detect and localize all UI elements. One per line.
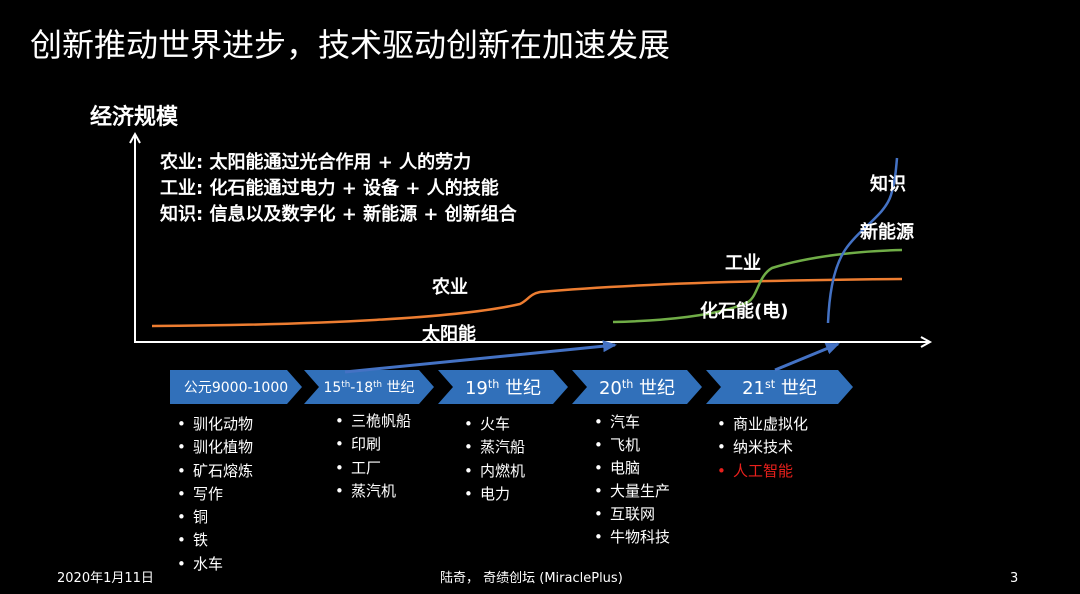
innovation-item: 蒸汽船 xyxy=(462,436,525,460)
era-label-part: 20 xyxy=(598,378,622,399)
solar-energy-label: 太阳能 xyxy=(422,324,476,345)
slide-title: 创新推动世界进步，技术驱动创新在加速发展 xyxy=(30,26,671,64)
agriculture-curve xyxy=(151,277,903,328)
agriculture-curve-label: 农业 xyxy=(432,277,468,298)
era-4-innovations-list: 汽车 飞机 电脑 大量生产 互联网 牛物科技 xyxy=(592,411,670,549)
era-label: 公元9000-1000 xyxy=(184,377,288,397)
era-label-part: 15 xyxy=(323,380,342,396)
innovation-item: 电力 xyxy=(462,483,525,507)
innovation-item: 互联网 xyxy=(592,503,670,526)
timeline-arrow-industrial xyxy=(344,340,617,374)
era-1-innovations-list: 驯化动物 驯化植物 矿石熔炼 写作 铜 铁 水车 xyxy=(175,413,253,576)
x-axis-arrow-icon xyxy=(920,336,933,348)
innovation-item: 矿石熔炼 xyxy=(175,460,253,484)
innovation-item: 大量生产 xyxy=(592,480,670,503)
footer-author: 陆奇， 奇绩创坛 (MiraclePlus) xyxy=(440,571,623,586)
y-axis-arrow-icon xyxy=(129,131,141,144)
era-3-innovations-list: 火车 蒸汽船 内燃机 电力 xyxy=(462,413,525,506)
y-axis-label: 经济规模 xyxy=(90,105,179,130)
innovation-item: 驯化植物 xyxy=(175,436,253,460)
knowledge-curve-label: 知识 xyxy=(870,174,906,195)
definitions-block: 农业: 太阳能通过光合作用 + 人的劳力 工业: 化石能通过电力 + 设备 + … xyxy=(160,150,517,228)
era-label-superscript: th xyxy=(621,377,634,391)
era-label-superscript: th xyxy=(373,380,383,391)
innovation-item: 驯化动物 xyxy=(175,413,253,437)
innovation-item: 蒸汽机 xyxy=(333,480,411,504)
era-5-innovations-list: 商业虚拟化 纳米技术 人工智能 xyxy=(715,413,808,483)
new-energy-label: 新能源 xyxy=(860,222,914,243)
era-label: 20th 世纪 xyxy=(599,374,675,400)
era-label-superscript: th xyxy=(487,377,500,391)
innovation-item: 内燃机 xyxy=(462,460,525,484)
era-chevron-19th-century: 19th 世纪 xyxy=(438,370,568,404)
era-label: 21st 世纪 xyxy=(742,374,817,400)
innovation-item: 火车 xyxy=(462,413,525,437)
era-label-part: 世纪 xyxy=(382,380,415,396)
definition-agriculture: 农业: 太阳能通过光合作用 + 人的劳力 xyxy=(160,152,472,173)
innovation-item: 人工智能 xyxy=(715,460,808,484)
era-label: 15th-18th 世纪 xyxy=(324,377,415,397)
innovation-item: 纳米技术 xyxy=(715,436,808,460)
era-label-part: 世纪 xyxy=(775,378,817,399)
innovation-item: 水车 xyxy=(175,553,253,577)
era-label-part: 公元9000-1000 xyxy=(183,380,289,396)
era-label-superscript: st xyxy=(764,377,776,391)
innovation-item: 写作 xyxy=(175,483,253,507)
era-label-part: 21 xyxy=(742,378,765,399)
era-label-part: -18 xyxy=(350,380,374,396)
footer-date: 2020年1月11日 xyxy=(57,571,154,586)
innovation-item: 三桅帆船 xyxy=(333,410,411,434)
innovation-item: 飞机 xyxy=(592,434,670,457)
era-2-innovations-list: 三桅帆船 印刷 工厂 蒸汽机 xyxy=(333,410,411,503)
fossil-energy-label: 化石能(电) xyxy=(700,301,789,322)
era-label-part: 世纪 xyxy=(499,378,542,399)
innovation-item: 铁 xyxy=(175,529,253,553)
page-number: 3 xyxy=(1010,571,1019,586)
era-chevron-15th-18th-century: 15th-18th 世纪 xyxy=(304,370,434,404)
era-chevron-21st-century: 21st 世纪 xyxy=(706,370,853,404)
innovation-item: 印刷 xyxy=(333,433,411,457)
definition-industry: 工业: 化石能通过电力 + 设备 + 人的技能 xyxy=(160,178,499,199)
era-label: 19th 世纪 xyxy=(465,374,541,400)
timeline-arrow-knowledge xyxy=(774,342,840,372)
era-label-superscript: th xyxy=(341,380,351,391)
innovation-item: 电脑 xyxy=(592,457,670,480)
industry-curve-label: 工业 xyxy=(725,253,761,274)
era-chevron-20th-century: 20th 世纪 xyxy=(572,370,702,404)
era-chevron-ancient: 公元9000-1000 xyxy=(170,370,302,404)
innovation-item: 工厂 xyxy=(333,457,411,481)
era-label-part: 19 xyxy=(464,378,488,399)
definition-knowledge: 知识: 信息以及数字化 + 新能源 + 创新组合 xyxy=(160,204,517,225)
innovation-item: 铜 xyxy=(175,506,253,530)
era-label-part: 世纪 xyxy=(633,378,676,399)
innovation-item: 商业虚拟化 xyxy=(715,413,808,437)
innovation-item: 汽车 xyxy=(592,411,670,434)
innovation-item: 牛物科技 xyxy=(592,526,670,549)
